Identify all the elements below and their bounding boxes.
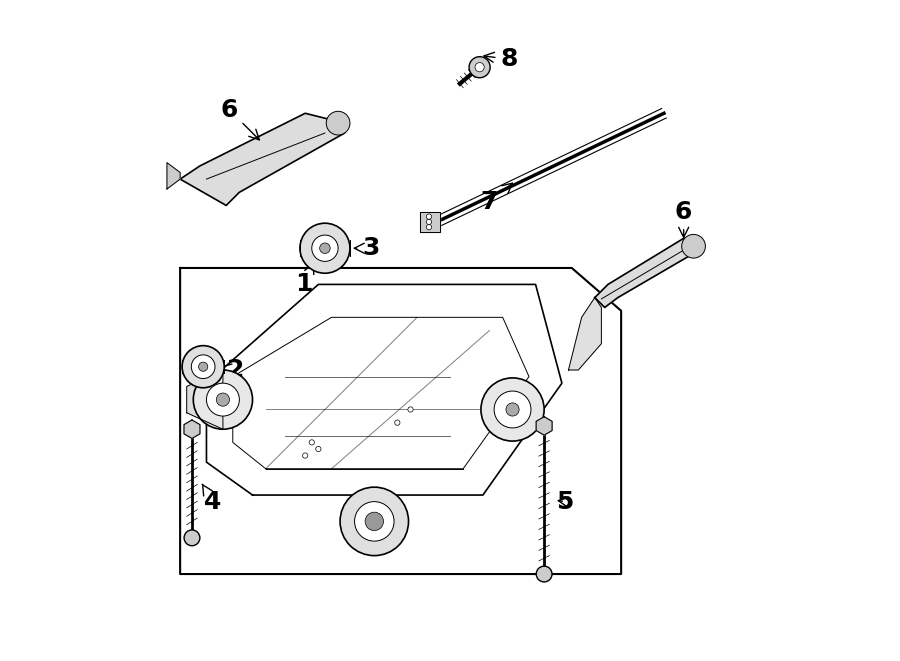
Text: 8: 8 xyxy=(484,48,518,71)
Text: 5: 5 xyxy=(556,490,574,514)
Circle shape xyxy=(194,370,253,429)
Circle shape xyxy=(469,57,491,78)
Circle shape xyxy=(309,440,314,445)
Circle shape xyxy=(340,487,409,556)
Polygon shape xyxy=(186,370,223,429)
Polygon shape xyxy=(569,297,601,370)
Text: 1: 1 xyxy=(295,263,314,296)
Text: 6: 6 xyxy=(220,98,259,140)
Circle shape xyxy=(355,502,394,541)
Circle shape xyxy=(199,362,208,371)
Circle shape xyxy=(192,355,215,379)
Text: 6: 6 xyxy=(675,200,692,237)
Circle shape xyxy=(206,383,239,416)
Circle shape xyxy=(395,420,400,425)
Polygon shape xyxy=(184,420,200,438)
Circle shape xyxy=(475,63,484,72)
Circle shape xyxy=(365,512,383,531)
Text: 4: 4 xyxy=(202,485,221,514)
Polygon shape xyxy=(180,113,345,206)
Circle shape xyxy=(481,378,544,441)
Circle shape xyxy=(320,243,330,253)
Circle shape xyxy=(427,214,432,219)
Polygon shape xyxy=(420,212,440,232)
Circle shape xyxy=(427,225,432,230)
Circle shape xyxy=(681,235,706,258)
Circle shape xyxy=(327,111,350,135)
Polygon shape xyxy=(595,239,697,307)
Circle shape xyxy=(302,453,308,458)
Polygon shape xyxy=(536,416,552,435)
Circle shape xyxy=(300,223,350,273)
Circle shape xyxy=(182,346,224,388)
Circle shape xyxy=(427,219,432,225)
Circle shape xyxy=(408,407,413,412)
Text: 3: 3 xyxy=(355,236,380,260)
Circle shape xyxy=(216,393,230,407)
Circle shape xyxy=(494,391,531,428)
Polygon shape xyxy=(167,163,180,189)
Circle shape xyxy=(184,530,200,546)
Circle shape xyxy=(311,235,338,261)
Text: 2: 2 xyxy=(221,358,245,382)
Circle shape xyxy=(506,403,519,416)
Circle shape xyxy=(316,446,321,451)
Text: 7: 7 xyxy=(481,183,512,214)
Circle shape xyxy=(536,566,552,582)
